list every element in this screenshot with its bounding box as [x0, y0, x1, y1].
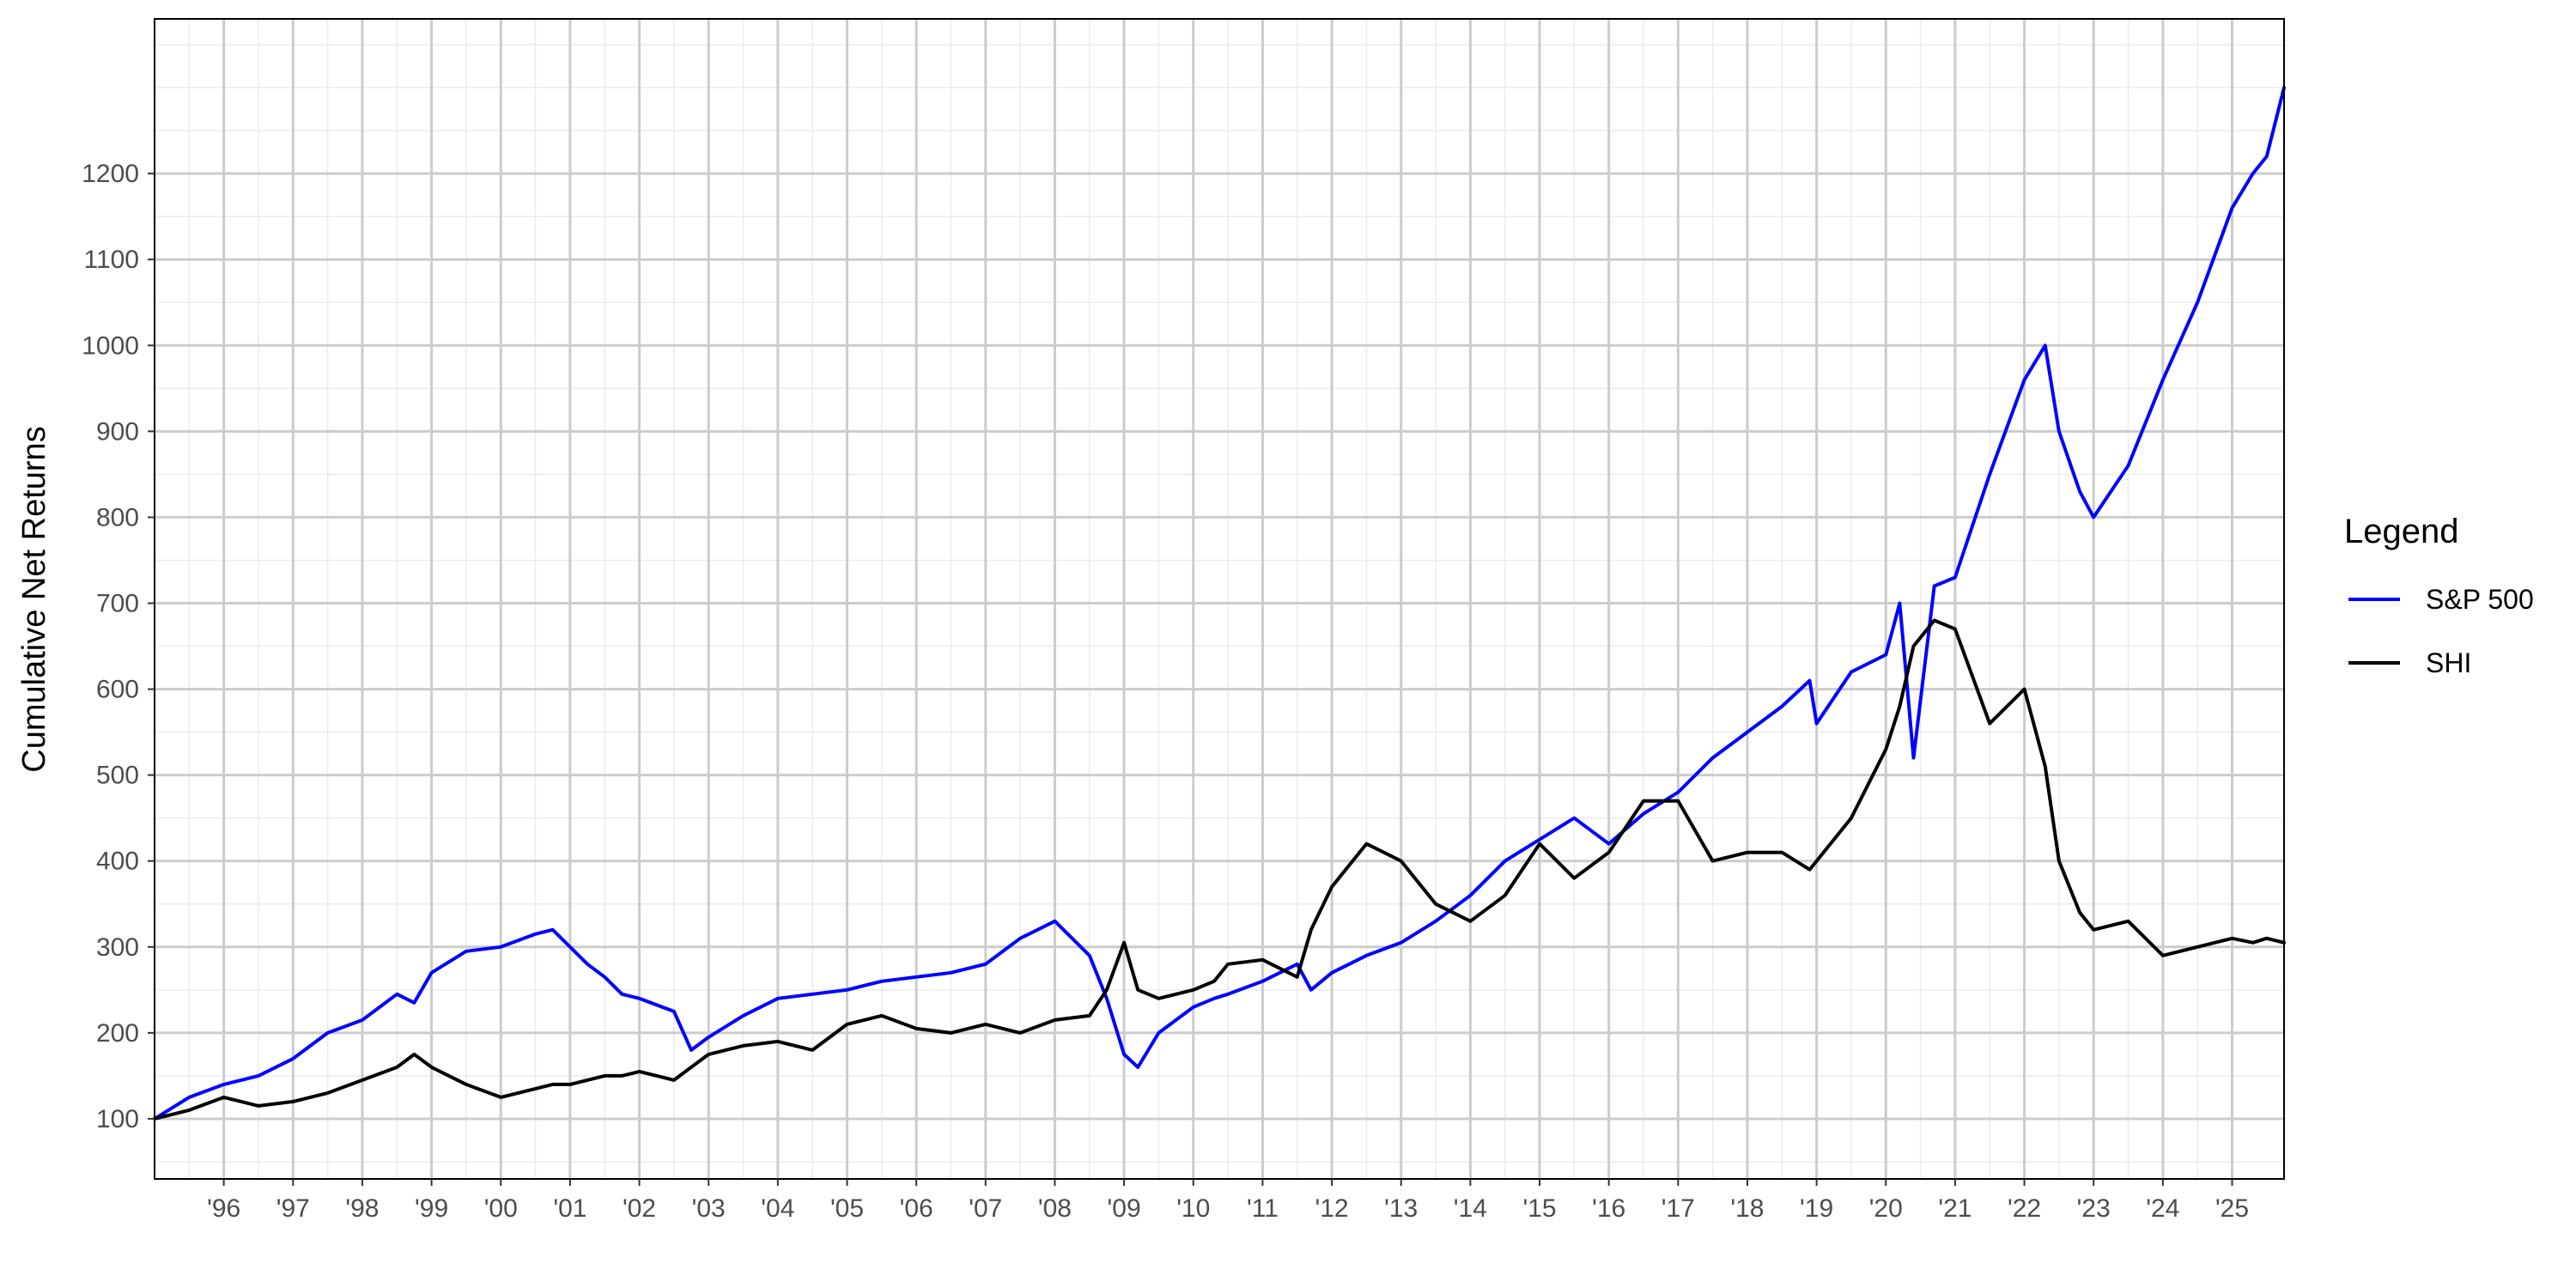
series-lines: [153, 86, 2286, 1121]
y-tick-label: 800: [96, 503, 139, 532]
y-tick-label: 1100: [83, 246, 139, 274]
x-tick-label: '01: [553, 1194, 586, 1223]
legend-label: S&P 500: [2426, 584, 2534, 615]
y-tick-label: 1200: [82, 160, 139, 188]
x-tick-label: '11: [1247, 1194, 1279, 1223]
y-tick-label: 400: [96, 848, 139, 876]
plot-background: [155, 19, 2284, 1179]
minor-gridlines: [155, 19, 2284, 1179]
x-tick-label: '03: [692, 1194, 726, 1223]
y-tick-label: 300: [96, 933, 139, 962]
x-tick-label: '14: [1454, 1194, 1487, 1223]
legend: Legend S&P 500 SHI: [2344, 513, 2534, 678]
x-tick-label: '97: [276, 1194, 310, 1223]
x-tick-label: '16: [1592, 1194, 1625, 1223]
y-tick-label: 700: [96, 590, 139, 618]
x-tick-label: '08: [1038, 1194, 1072, 1223]
legend-label: SHI: [2426, 647, 2471, 678]
x-tick-label: '18: [1730, 1194, 1764, 1223]
y-tick-label: 1000: [82, 331, 139, 360]
x-tick-label: '17: [1662, 1194, 1695, 1223]
x-tick-label: '21: [1938, 1194, 1971, 1223]
x-tick-label: '10: [1176, 1194, 1210, 1223]
x-tick-label: '25: [2215, 1194, 2249, 1223]
series-line-s-p-500: [153, 86, 2286, 1121]
x-axis-ticks: '96 '97 '98 '99 '00 '01 '02 '03 '04 '05 '06 '07 '08 '…: [207, 1179, 2249, 1223]
y-axis-title: Cumulative Net Returns: [16, 426, 52, 772]
y-tick-label: 500: [96, 762, 139, 790]
series-line-shi: [153, 618, 2286, 1121]
x-tick-label: '98: [345, 1194, 379, 1223]
x-tick-label: '24: [2146, 1194, 2179, 1223]
x-tick-label: '96: [207, 1194, 240, 1223]
y-tick-label: 600: [96, 676, 139, 704]
y-tick-label: 100: [96, 1105, 139, 1133]
x-tick-label: '05: [830, 1194, 864, 1223]
y-tick-label: 900: [96, 417, 139, 446]
x-tick-label: '09: [1108, 1194, 1141, 1223]
x-tick-label: '04: [761, 1194, 794, 1223]
x-tick-label: '07: [969, 1194, 1002, 1223]
legend-entries: S&P 500 SHI: [2348, 584, 2534, 678]
x-tick-label: '20: [1869, 1194, 1903, 1223]
x-tick-label: '00: [484, 1194, 518, 1223]
x-tick-label: '22: [2008, 1194, 2041, 1223]
x-tick-label: '12: [1315, 1194, 1349, 1223]
x-tick-label: '13: [1384, 1194, 1418, 1223]
legend-title: Legend: [2344, 513, 2458, 550]
plot-border: [154, 18, 2285, 1180]
major-gridlines: [155, 19, 2284, 1179]
y-tick-label: 200: [96, 1019, 139, 1048]
y-axis-ticks: 100 200 300 400 500 600 700 800 900 1000 1100 1200: [82, 160, 155, 1133]
x-tick-label: '06: [900, 1194, 933, 1223]
x-tick-label: '19: [1800, 1194, 1833, 1223]
x-tick-label: '15: [1522, 1194, 1556, 1223]
x-tick-label: '02: [623, 1194, 656, 1223]
x-tick-label: '23: [2077, 1194, 2111, 1223]
x-tick-label: '99: [415, 1194, 448, 1223]
